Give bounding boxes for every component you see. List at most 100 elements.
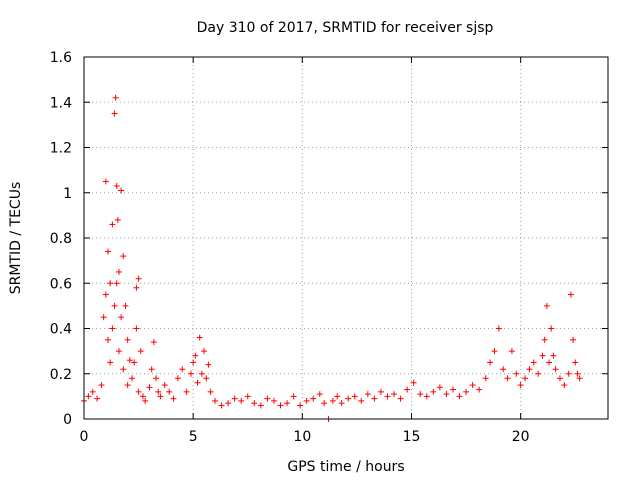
data-point — [504, 375, 511, 382]
data-point — [251, 400, 258, 407]
data-point — [371, 395, 378, 402]
data-point — [329, 397, 336, 404]
data-point — [109, 221, 116, 228]
data-point — [303, 397, 310, 404]
data-point — [187, 370, 194, 377]
data-point — [150, 339, 157, 346]
data-point — [508, 348, 515, 355]
data-point — [120, 366, 127, 373]
data-point — [284, 400, 291, 407]
data-point — [321, 400, 328, 407]
data-point — [114, 216, 121, 223]
data-point — [552, 366, 559, 373]
data-point — [456, 393, 463, 400]
data-point — [85, 393, 92, 400]
data-points — [81, 94, 583, 422]
chart-title: Day 310 of 2017, SRMTID for receiver sjs… — [197, 20, 494, 36]
data-point — [539, 352, 546, 359]
data-point — [548, 325, 555, 332]
data-point — [351, 393, 358, 400]
data-point — [443, 391, 450, 398]
data-point — [137, 348, 144, 355]
data-point — [161, 382, 168, 389]
data-point — [98, 382, 105, 389]
data-point — [264, 395, 271, 402]
data-point — [111, 110, 118, 117]
data-point — [491, 348, 498, 355]
data-point — [423, 393, 430, 400]
data-point — [203, 375, 210, 382]
data-point — [541, 336, 548, 343]
data-point — [436, 384, 443, 391]
data-point — [115, 348, 122, 355]
data-point — [142, 397, 149, 404]
data-point — [196, 334, 203, 341]
axis-ticks: 0 5 10 15 20 0 0.2 0.4 0.6 0.8 1 1.2 1.4 1.6 — [50, 50, 608, 445]
data-point — [105, 336, 112, 343]
x-axis-label: GPS time / hours — [287, 459, 404, 475]
data-point — [238, 397, 245, 404]
data-point — [449, 386, 456, 393]
data-point — [190, 359, 197, 366]
data-point — [546, 359, 553, 366]
x-tick-label: 5 — [189, 429, 198, 445]
data-point — [572, 359, 579, 366]
data-point — [120, 253, 127, 260]
data-point — [358, 397, 365, 404]
data-point — [550, 352, 557, 359]
data-point — [530, 359, 537, 366]
y-tick-label: 1 — [63, 186, 72, 202]
data-point — [135, 388, 142, 395]
data-point — [157, 393, 164, 400]
y-tick-label: 0.6 — [50, 276, 72, 292]
data-point — [430, 388, 437, 395]
data-point — [124, 336, 131, 343]
data-point — [100, 314, 107, 321]
data-point — [543, 302, 550, 309]
data-point — [170, 395, 177, 402]
data-point — [122, 302, 129, 309]
data-point — [377, 388, 384, 395]
data-point — [244, 393, 251, 400]
data-point — [198, 370, 205, 377]
x-tick-label: 10 — [293, 429, 311, 445]
data-point — [166, 388, 173, 395]
y-tick-label: 0.2 — [50, 367, 72, 383]
data-point — [567, 291, 574, 298]
data-point — [218, 402, 225, 409]
data-point — [417, 391, 424, 398]
x-tick-label: 20 — [512, 429, 530, 445]
data-point — [129, 375, 136, 382]
data-point — [112, 94, 119, 101]
data-point — [391, 391, 398, 398]
data-point — [105, 248, 112, 255]
data-point — [126, 357, 133, 364]
data-point — [345, 395, 352, 402]
data-point — [89, 388, 96, 395]
data-point — [124, 382, 131, 389]
data-point — [179, 366, 186, 373]
data-point — [410, 379, 417, 386]
data-point — [113, 280, 120, 287]
data-point — [565, 370, 572, 377]
data-point — [192, 352, 199, 359]
data-point — [133, 284, 140, 291]
y-tick-label: 1.4 — [50, 95, 72, 111]
data-point — [487, 359, 494, 366]
data-point — [338, 400, 345, 407]
y-tick-label: 1.6 — [50, 50, 72, 66]
data-point — [556, 375, 563, 382]
data-point — [118, 314, 125, 321]
data-point — [205, 361, 212, 368]
data-point — [113, 182, 120, 189]
data-point — [118, 187, 125, 194]
data-point — [231, 395, 238, 402]
data-point — [310, 395, 317, 402]
data-point — [535, 370, 542, 377]
data-point — [297, 402, 304, 409]
data-point — [364, 391, 371, 398]
data-point — [133, 325, 140, 332]
data-point — [201, 348, 208, 355]
data-point — [257, 402, 264, 409]
